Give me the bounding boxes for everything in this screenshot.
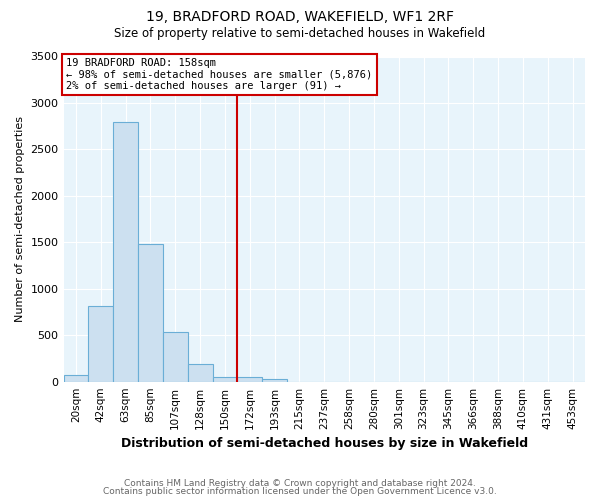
Text: Size of property relative to semi-detached houses in Wakefield: Size of property relative to semi-detach…	[115, 28, 485, 40]
Bar	[212, 376, 238, 382]
Bar	[138, 244, 163, 382]
Bar	[163, 332, 188, 382]
Bar	[88, 306, 113, 382]
Bar	[64, 374, 88, 382]
Bar	[113, 122, 138, 382]
Text: 19, BRADFORD ROAD, WAKEFIELD, WF1 2RF: 19, BRADFORD ROAD, WAKEFIELD, WF1 2RF	[146, 10, 454, 24]
Bar	[262, 379, 287, 382]
Text: Contains public sector information licensed under the Open Government Licence v3: Contains public sector information licen…	[103, 487, 497, 496]
X-axis label: Distribution of semi-detached houses by size in Wakefield: Distribution of semi-detached houses by …	[121, 437, 528, 450]
Text: Contains HM Land Registry data © Crown copyright and database right 2024.: Contains HM Land Registry data © Crown c…	[124, 478, 476, 488]
Text: 19 BRADFORD ROAD: 158sqm
← 98% of semi-detached houses are smaller (5,876)
2% of: 19 BRADFORD ROAD: 158sqm ← 98% of semi-d…	[66, 58, 373, 92]
Bar	[238, 377, 262, 382]
Bar	[188, 364, 212, 382]
Y-axis label: Number of semi-detached properties: Number of semi-detached properties	[15, 116, 25, 322]
